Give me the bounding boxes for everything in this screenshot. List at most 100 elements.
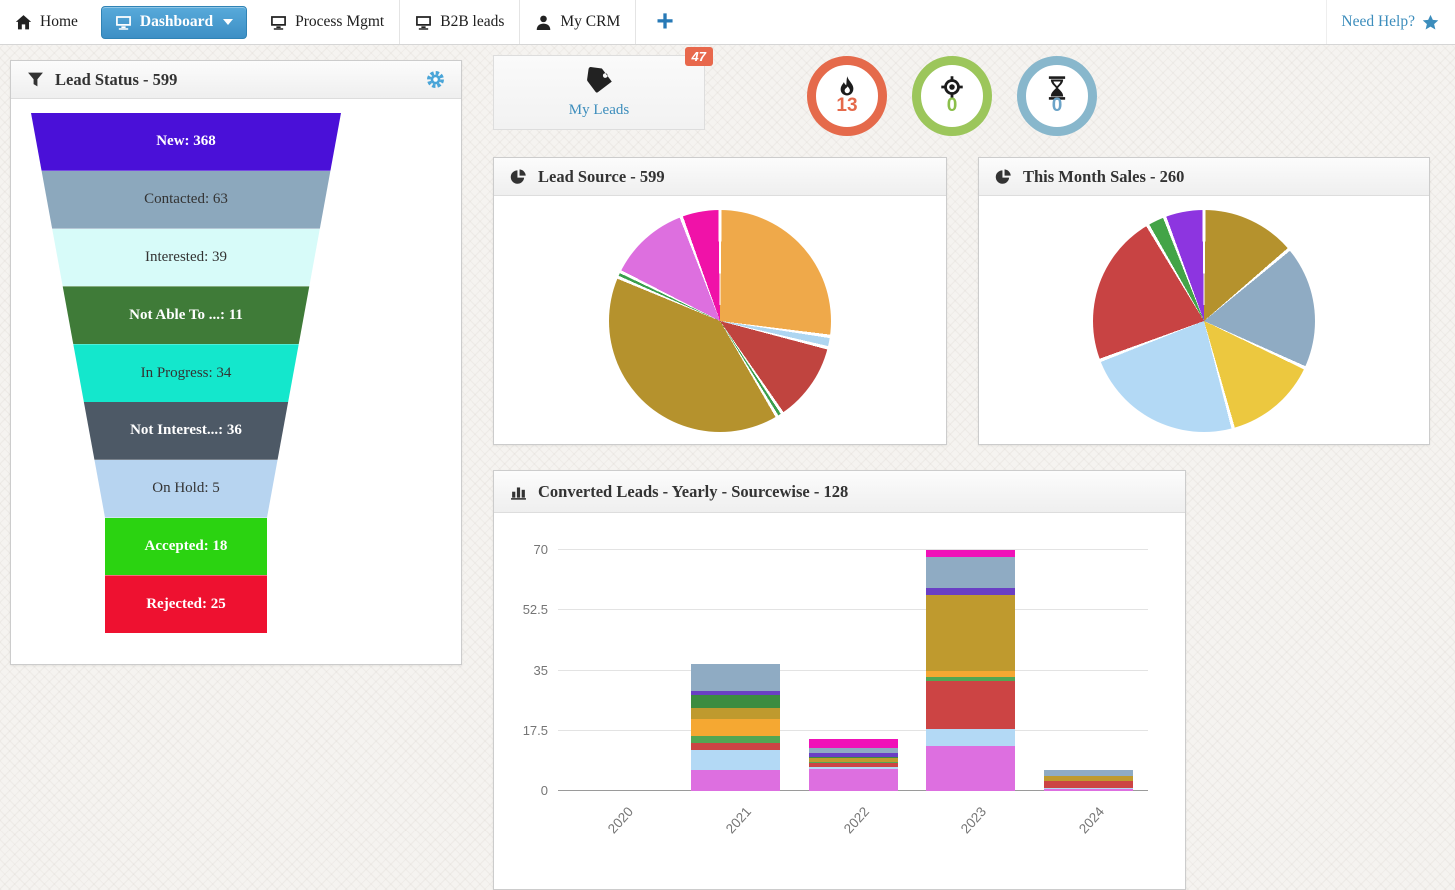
bar-segment-violet[interactable] [925,746,1015,791]
y-axis-tick-label: 0 [540,783,548,798]
converted-leads-header: Converted Leads - Yearly - Sourcewise - … [494,471,1185,513]
funnel-segment-on-hold[interactable]: On Hold: 5 [94,459,278,518]
my-leads-count-badge: 47 [684,47,713,66]
my-leads-label: My Leads [568,102,630,118]
bar-segment-purple[interactable] [690,691,780,695]
bar-segment-dark-gold[interactable] [808,758,898,762]
bar-segment-violet[interactable] [1043,789,1133,791]
bar-2022[interactable] [808,739,898,791]
monitor-icon [115,14,132,31]
gridline [558,669,1148,671]
nav-item-dashboard[interactable]: Dashboard [100,5,248,39]
bar-2023[interactable] [925,550,1015,791]
lead-source-panel: Lead Source - 599 [493,157,947,445]
nav-item-label: B2B leads [440,13,505,30]
lead-status-panel: Lead Status - 599 New: 368 Contacted: 63 I… [10,60,462,665]
funnel-segment-in-progress[interactable]: In Progress: 34 [73,344,299,402]
stat-circle-hourglass[interactable]: 0 [1017,56,1097,136]
bar-segment-orange[interactable] [925,670,1015,678]
funnel-segment-accepted[interactable]: Accepted: 18 [105,517,267,576]
bar-segment-dark-green[interactable] [808,756,898,759]
nav-item-b2b-leads[interactable]: B2B leads [400,0,521,44]
bar-segment-red[interactable] [1043,780,1133,789]
pie-chart-icon [510,168,527,185]
bar-segment-green[interactable] [808,761,898,764]
month-sales-header: This Month Sales - 260 [979,158,1429,196]
flame-icon [834,75,860,101]
month-sales-title: This Month Sales - 260 [1023,166,1185,186]
lead-status-title: Lead Status - 599 [55,69,178,89]
bar-segment-violet[interactable] [808,768,898,791]
gear-icon[interactable] [426,70,445,89]
lead-source-title: Lead Source - 599 [538,166,665,186]
funnel-segment-interested[interactable]: Interested: 39 [52,228,320,287]
stat-circles-row: 13 0 0 [807,56,1097,136]
funnel-segment-label: Not Able To ...: 11 [129,306,243,323]
bar-segment-red[interactable] [925,680,1015,730]
nav-item-process-mgmt[interactable]: Process Mgmt [255,0,401,44]
funnel-segment-not-able-to-[interactable]: Not Able To ...: 11 [62,286,310,345]
bar-segment-light-blue[interactable] [808,766,898,769]
bar-segment-green[interactable] [690,735,780,743]
y-axis-tick-label: 52.5 [522,602,548,618]
need-help-link[interactable]: Need Help? [1326,0,1455,44]
bar-segment-purple[interactable] [808,753,898,757]
pie-chart-icon [995,168,1012,185]
monitor-icon [270,14,287,31]
stat-circle-value: 0 [1051,95,1063,116]
bar-chart-icon [510,483,527,500]
funnel-segment-rejected[interactable]: Rejected: 25 [105,575,267,634]
bar-segment-red[interactable] [808,763,898,767]
bar-segment-dark-gold[interactable] [690,708,780,719]
bar-segment-green[interactable] [925,677,1015,681]
bar-segment-magenta[interactable] [925,550,1015,557]
nav-item-label: Process Mgmt [295,13,385,30]
bar-segment-light-blue[interactable] [1043,788,1133,790]
stat-circle-target[interactable]: 0 [912,56,992,136]
bar-segment-dark-green[interactable] [690,694,780,709]
funnel-segment-label: On Hold: 5 [152,480,220,497]
nav-item-label: Dashboard [139,13,214,30]
bar-2021[interactable] [690,663,780,791]
bar-segment-dark-gold[interactable] [925,594,1015,671]
bar-segment-gray-blue[interactable] [925,556,1015,588]
stat-circle-flame[interactable]: 13 [807,56,887,136]
bar-segment-magenta[interactable] [808,739,898,748]
bar-segment-light-blue[interactable] [925,729,1015,747]
funnel-segment-label: New: 368 [156,133,216,150]
bar-segment-light-blue[interactable] [690,749,780,771]
gridline [558,609,1148,611]
add-tab-button[interactable]: + [635,0,694,44]
bar-segment-dark-gold[interactable] [1043,775,1133,781]
bar-segment-gray-blue[interactable] [1043,770,1133,776]
stat-circle-value: 13 [836,95,858,116]
tag-icon [584,66,614,96]
x-axis-tick-label: 2023 [957,804,990,837]
funnel-segment-not-interest-[interactable]: Not Interest...: 36 [83,401,289,460]
funnel-segment-contacted[interactable]: Contacted: 63 [41,170,331,229]
bar-segment-violet[interactable] [690,770,780,791]
converted-leads-panel: Converted Leads - Yearly - Sourcewise - … [493,470,1186,890]
x-axis-tick-label: 2022 [840,804,873,837]
lead-source-header: Lead Source - 599 [494,158,946,196]
month-sales-pie-chart[interactable] [1093,210,1315,432]
funnel-segment-label: Contacted: 63 [144,191,228,208]
home-icon [15,14,32,31]
bar-segment-gray-blue[interactable] [808,748,898,754]
bar-segment-red[interactable] [690,742,780,750]
converted-leads-title: Converted Leads - Yearly - Sourcewise - … [538,481,849,501]
funnel-segment-new[interactable]: New: 368 [31,113,341,171]
star-icon [1422,14,1439,31]
nav-item-my-crm[interactable]: My CRM [520,0,635,44]
funnel-segment-label: Accepted: 18 [144,537,228,554]
y-axis-tick-label: 35 [533,662,548,678]
my-leads-card[interactable]: My Leads 47 [493,47,713,130]
lead-source-pie-chart[interactable] [609,210,831,432]
funnel-segment-label: Rejected: 25 [146,595,226,612]
bar-segment-orange[interactable] [690,718,780,736]
bar-2024[interactable] [1043,770,1133,791]
bar-segment-purple[interactable] [925,587,1015,595]
nav-item-home[interactable]: Home [0,0,93,44]
hourglass-icon [1044,75,1070,101]
bar-segment-gray-blue[interactable] [690,663,780,692]
